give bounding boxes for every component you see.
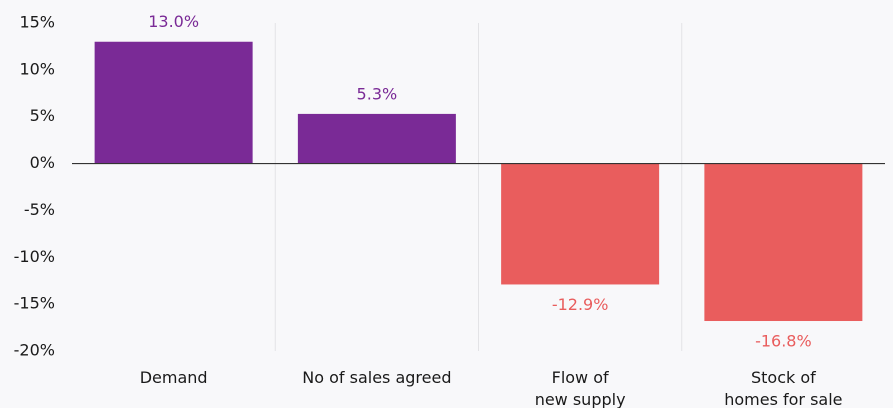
- y-tick-label: 10%: [19, 59, 55, 78]
- bar: [704, 163, 863, 322]
- y-tick-label: 15%: [19, 13, 55, 32]
- value-label: 5.3%: [357, 84, 398, 103]
- y-tick-label: -5%: [24, 200, 55, 219]
- x-tick-label: No of sales agreed: [302, 368, 451, 387]
- value-label: -12.9%: [552, 295, 609, 314]
- y-tick-label: -15%: [14, 294, 55, 313]
- y-tick-label: -20%: [14, 341, 55, 360]
- x-tick-label: Demand: [140, 368, 208, 387]
- x-tick-label: Stock of homes for sale: [724, 368, 842, 408]
- bar: [94, 41, 253, 164]
- y-tick-label: 5%: [30, 106, 55, 125]
- bar: [501, 163, 660, 285]
- value-label: -16.8%: [755, 332, 812, 351]
- value-label: 13.0%: [148, 12, 199, 31]
- bar: [297, 113, 456, 164]
- y-tick-label: -10%: [14, 247, 55, 266]
- x-tick-label: Flow of new supply: [535, 368, 626, 408]
- y-tick-label: 0%: [30, 153, 55, 172]
